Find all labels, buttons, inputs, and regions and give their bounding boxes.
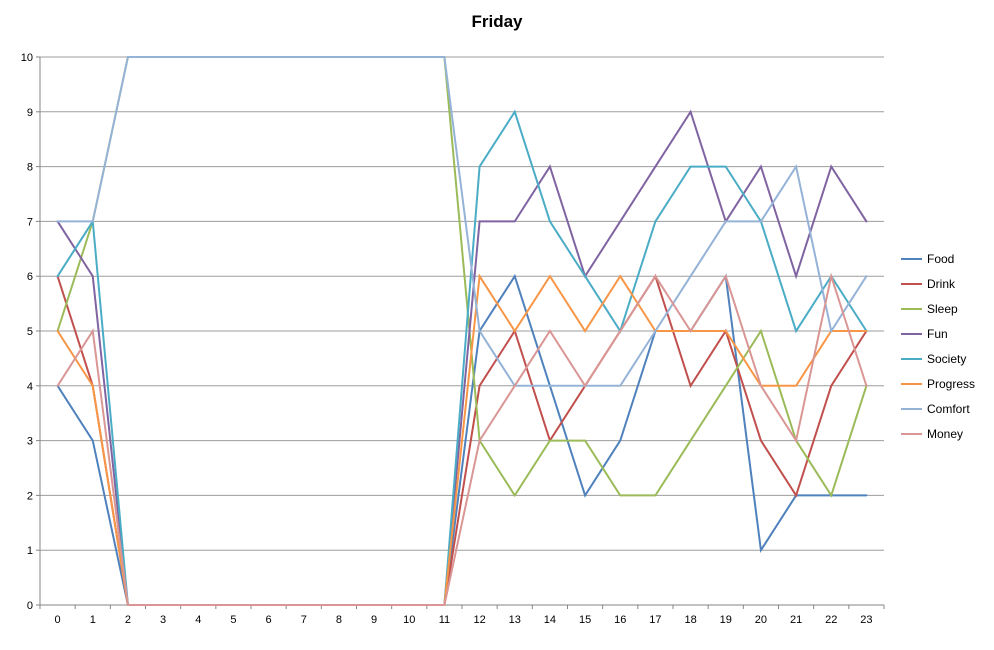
y-tick-label: 5 [27,326,33,338]
y-tick-label: 10 [21,52,33,64]
x-tick-label: 21 [790,614,802,626]
legend-line-swatch-food [901,257,922,260]
legend-line-swatch-drink [901,282,922,285]
x-tick-label: 11 [439,614,450,626]
legend-line-swatch-money [901,432,922,435]
x-tick-label: 19 [720,614,732,626]
legend-item-sleep: Sleep [901,296,993,321]
series-line-comfort [56,56,868,387]
x-tick-label: 12 [473,614,485,626]
x-tick-label: 20 [755,614,767,626]
legend-item-comfort: Comfort [901,396,993,421]
legend-line-swatch-sleep [901,307,922,310]
x-tick-label: 6 [266,614,272,626]
legend-label: Drink [927,276,956,291]
legend-line-swatch-progress [901,382,922,385]
legend-line-swatch-comfort [901,407,922,410]
legend-item-society: Society [901,346,993,371]
x-tick-label: 5 [230,614,236,626]
x-tick-label: 8 [336,614,342,626]
chart-title: Friday [471,12,523,31]
series-line-money [56,272,868,606]
legend-item-drink: Drink [901,271,993,296]
legend: Food Drink Sleep Fun Society Progress Comfort M… [901,246,993,446]
legend-label: Society [927,351,967,366]
y-tick-label: 2 [27,490,33,502]
series-line-fun [56,109,868,606]
legend-label: Money [927,426,964,441]
x-tick-label: 16 [614,614,626,626]
legend-item-fun: Fun [901,321,993,346]
x-tick-label: 13 [509,614,521,626]
x-tick-label: 4 [195,614,201,626]
x-tick-label: 7 [301,614,307,626]
x-tick-label: 9 [371,614,377,626]
legend-label: Progress [927,376,976,391]
y-tick-label: 7 [27,216,33,228]
legend-label: Sleep [927,301,958,316]
legend-line-swatch-fun [901,332,922,335]
x-tick-label: 10 [403,614,415,626]
x-tick-label: 0 [55,614,61,626]
series-line-society [56,109,868,606]
legend-item-food: Food [901,246,993,271]
legend-line-swatch-society [901,357,922,360]
x-tick-label: 17 [649,614,661,626]
y-tick-label: 6 [27,271,33,283]
y-tick-label: 9 [27,107,33,119]
y-tick-label: 1 [27,545,33,557]
x-tick-label: 14 [544,614,556,626]
legend-label: Food [927,251,955,266]
y-tick-label: 8 [27,162,33,174]
x-tick-label: 1 [90,614,96,626]
x-tick-label: 22 [825,614,837,626]
x-tick-label: 2 [125,614,131,626]
legend-item-money: Money [901,421,993,446]
legend-item-progress: Progress [901,371,993,396]
x-tick-label: 18 [684,614,696,626]
y-tick-label: 3 [27,436,33,448]
x-tick-label: 15 [579,614,591,626]
x-tick-label: 23 [860,614,872,626]
y-tick-label: 0 [27,600,33,612]
y-tick-label: 4 [27,381,33,393]
legend-label: Comfort [927,401,970,416]
x-tick-label: 3 [160,614,166,626]
legend-label: Fun [927,326,948,341]
